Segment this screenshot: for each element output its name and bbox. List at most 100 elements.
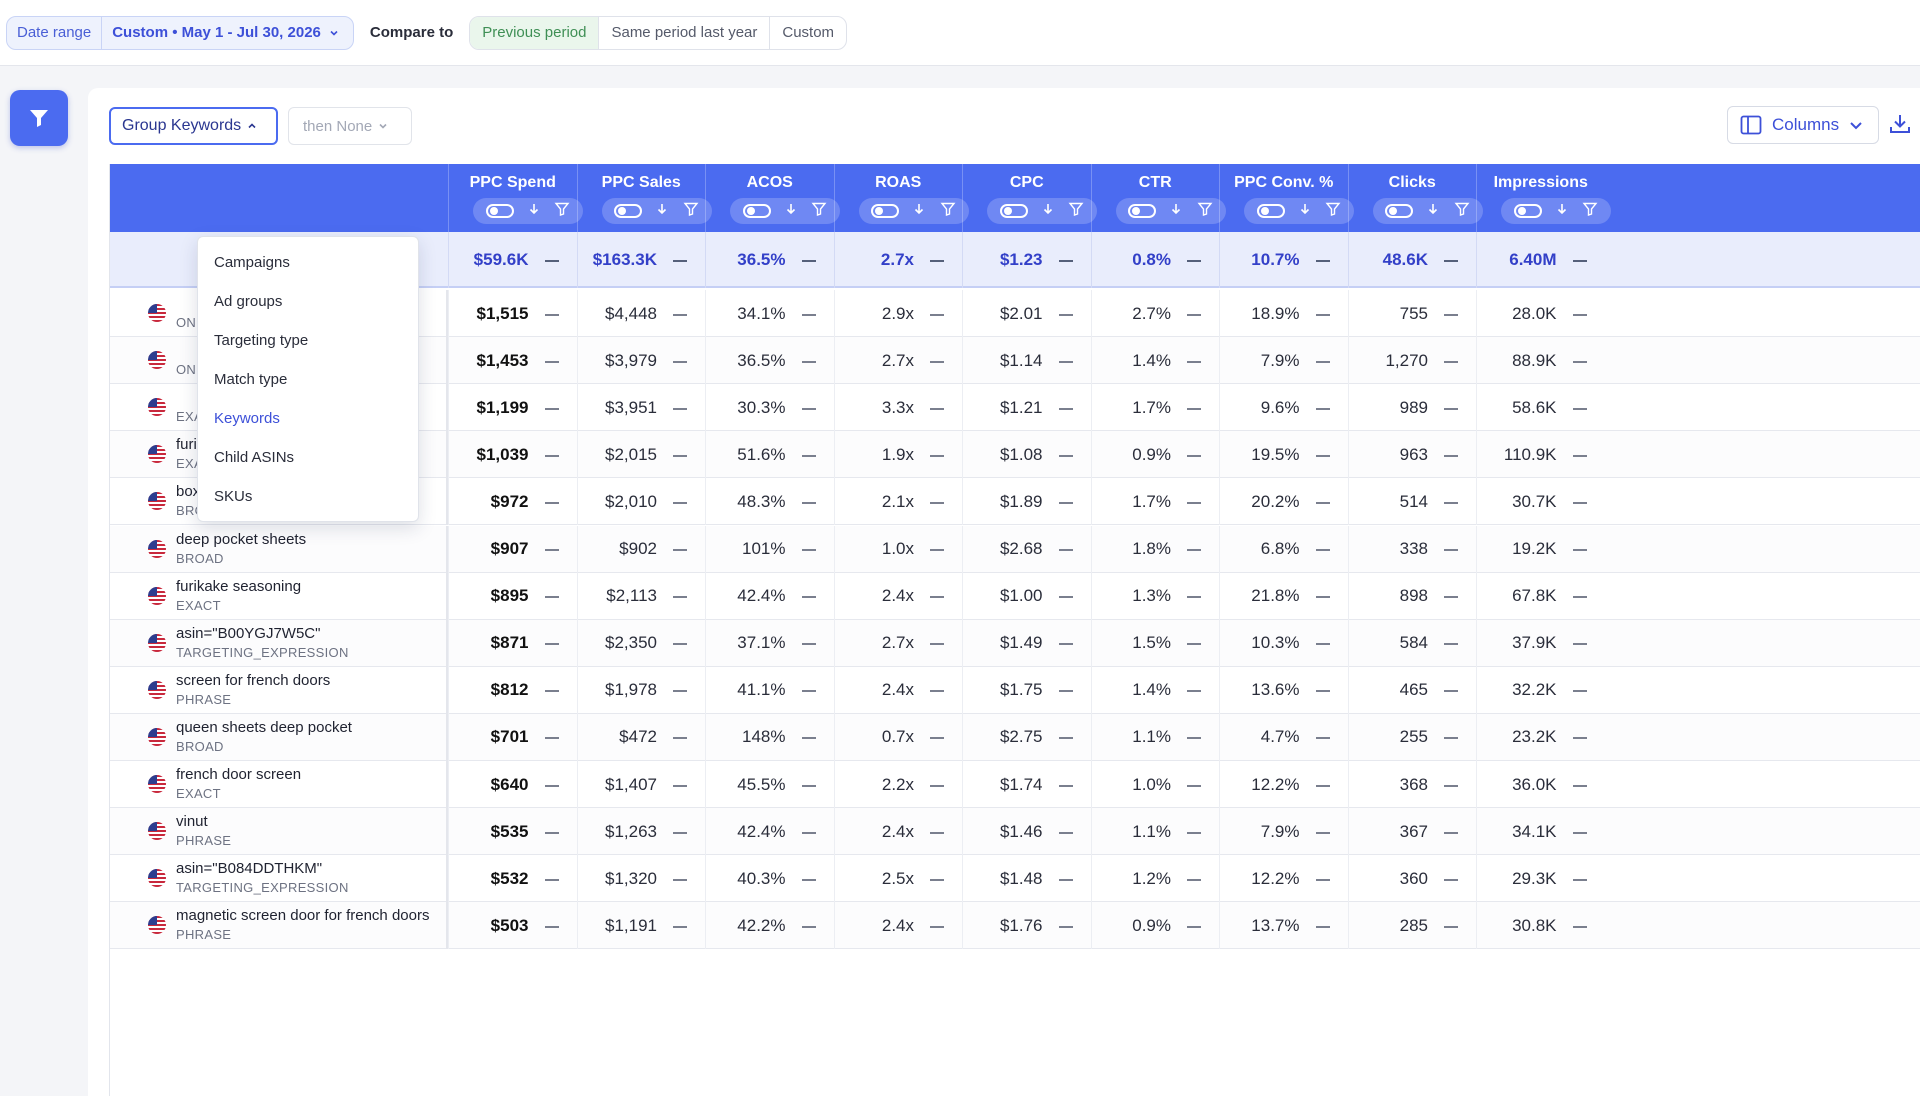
us-flag-icon <box>148 304 166 322</box>
group-option[interactable]: Child ASINs <box>214 449 295 466</box>
table-row[interactable]: furikake seasoning EXACT $895 $2,113 42.4% 2.… <box>110 572 1920 620</box>
change-indicator <box>930 925 944 928</box>
date-range-selector[interactable]: Date range Custom • May 1 - Jul 30, 2026 <box>6 15 354 50</box>
columns-label: Columns <box>1772 115 1840 134</box>
group-option[interactable]: Ad groups <box>214 293 283 310</box>
keyword-cell[interactable]: asin="B084DDTHKM" TARGETING_EXPRESSION <box>110 855 448 903</box>
keyword-cell[interactable]: magnetic screen door for french doors PHR… <box>110 902 448 950</box>
column-header-label: CTR <box>1138 174 1172 191</box>
keyword-cell[interactable]: ON <box>110 337 448 385</box>
total-value: 6.40M <box>1476 232 1605 288</box>
column-filter-icon[interactable] <box>554 201 570 222</box>
sort-arrow-icon[interactable] <box>784 202 798 221</box>
metric-cell: 285 <box>1347 902 1477 950</box>
sort-arrow-icon[interactable] <box>527 202 541 221</box>
total-value: 0.8% <box>1090 232 1220 288</box>
sort-arrow-icon[interactable] <box>1298 202 1312 221</box>
table-row[interactable]: asin="B00YGJ7W5C" TARGETING_EXPRESSION $87… <box>110 619 1920 667</box>
sort-arrow-icon[interactable] <box>1426 202 1440 221</box>
metric-cell: 51.6% <box>705 431 834 479</box>
metric-cell: 1.9x <box>833 431 963 479</box>
match-type: PHRASE <box>176 927 232 943</box>
compare-toggle[interactable] <box>614 204 643 218</box>
keyword-cell[interactable]: deep pocket sheets BROAD <box>110 525 448 573</box>
column-controls <box>1115 198 1226 224</box>
change-indicator <box>1187 878 1201 881</box>
table-row[interactable]: screen for french doors PHRASE $812 $1,978 4… <box>110 666 1920 714</box>
metric-cell: $532 <box>448 855 577 903</box>
date-range-value[interactable]: Custom • May 1 - Jul 30, 2026 <box>102 17 353 49</box>
sort-arrow-icon[interactable] <box>1169 202 1183 221</box>
sort-arrow-icon[interactable] <box>1041 202 1055 221</box>
compare-option-previous-period[interactable]: Previous period <box>470 16 600 49</box>
compare-toggle[interactable] <box>871 204 900 218</box>
compare-toggle[interactable] <box>1385 204 1414 218</box>
metric-cell: 584 <box>1347 619 1477 667</box>
us-flag-icon <box>148 775 166 793</box>
compare-option-same-period-last-year[interactable]: Same period last year <box>599 16 771 49</box>
keyword-cell[interactable]: french door screen EXACT <box>110 761 448 808</box>
column-filter-icon[interactable] <box>811 201 827 222</box>
column-filter-icon[interactable] <box>1582 201 1598 222</box>
table-row[interactable]: deep pocket sheets BROAD $907 $902 101% 1.0x $… <box>110 525 1920 573</box>
change-indicator <box>930 313 944 316</box>
column-header-label: ACOS <box>746 174 793 191</box>
column-filter-icon[interactable] <box>1454 201 1470 222</box>
total-value: $59.6K <box>448 232 577 288</box>
columns-button[interactable]: Columns <box>1727 106 1879 144</box>
compare-toggle[interactable] <box>999 204 1028 218</box>
keyword-cell[interactable]: screen for french doors PHRASE <box>110 666 448 714</box>
compare-toggle[interactable] <box>1513 204 1542 218</box>
keyword-cell[interactable]: furikake seasoning EXACT <box>110 572 448 620</box>
group-option[interactable]: Keywords <box>214 410 280 427</box>
column-filter-icon[interactable] <box>1325 201 1341 222</box>
group-option[interactable]: Match type <box>214 371 288 388</box>
filter-button[interactable] <box>10 90 68 146</box>
table-row[interactable]: asin="B084DDTHKM" TARGETING_EXPRESSION $53… <box>110 855 1920 903</box>
group-by-button[interactable]: Group Keywords <box>109 107 278 145</box>
keyword-cell[interactable]: ON <box>110 290 448 337</box>
sort-arrow-icon[interactable] <box>655 202 669 221</box>
column-filter-icon[interactable] <box>1068 201 1084 222</box>
column-filter-icon[interactable] <box>940 201 956 222</box>
compare-toggle[interactable] <box>485 204 514 218</box>
metric-cell: 21.8% <box>1219 572 1348 620</box>
then-group-button[interactable]: then None <box>288 107 412 145</box>
table-row[interactable]: magnetic screen door for french doors PHR… <box>110 902 1920 950</box>
compare-option-custom[interactable]: Custom <box>782 24 835 41</box>
change-indicator <box>1444 643 1458 646</box>
metric-cell: $2.01 <box>962 290 1091 337</box>
keyword-cell[interactable]: vinut PHRASE <box>110 808 448 856</box>
keyword-cell[interactable]: queen sheets deep pocket BROAD <box>110 713 448 761</box>
compare-toggle[interactable] <box>742 204 771 218</box>
keyword-cell[interactable]: asin="B00YGJ7W5C" TARGETING_EXPRESSION <box>110 619 448 667</box>
column-filter-icon[interactable] <box>683 201 699 222</box>
change-indicator <box>1187 737 1201 740</box>
group-option[interactable]: Campaigns <box>214 254 290 271</box>
change-indicator <box>1315 925 1330 928</box>
sort-arrow-icon[interactable] <box>912 202 926 221</box>
change-indicator <box>1315 643 1330 646</box>
table-row[interactable]: queen sheets deep pocket BROAD $701 $472 148… <box>110 713 1920 761</box>
chevron-down-icon <box>379 123 387 129</box>
change-indicator <box>1444 737 1458 740</box>
change-indicator <box>1444 454 1458 457</box>
metric-cell: 755 <box>1347 290 1477 337</box>
metric-cell: 1.2% <box>1090 855 1220 903</box>
column-controls <box>473 198 583 224</box>
table-row[interactable]: vinut PHRASE $535 $1,263 42.4% 2.4x $1.46 1.1% 7… <box>110 808 1920 856</box>
change-indicator <box>1058 690 1073 693</box>
change-indicator <box>544 878 559 881</box>
change-indicator <box>1444 925 1458 928</box>
compare-toggle[interactable] <box>1256 204 1285 218</box>
group-option[interactable]: SKUs <box>214 488 253 505</box>
download-button[interactable] <box>1886 110 1914 138</box>
group-option[interactable]: Targeting type <box>214 332 309 349</box>
column-filter-icon[interactable] <box>1197 201 1213 222</box>
change-indicator <box>930 260 944 262</box>
column-header-label: CPC <box>1009 174 1044 191</box>
table-row[interactable]: french door screen EXACT $640 $1,407 45.5% 2.… <box>110 761 1920 808</box>
column-header: CPC <box>962 164 1097 232</box>
compare-toggle[interactable] <box>1128 204 1157 218</box>
sort-arrow-icon[interactable] <box>1555 202 1569 221</box>
